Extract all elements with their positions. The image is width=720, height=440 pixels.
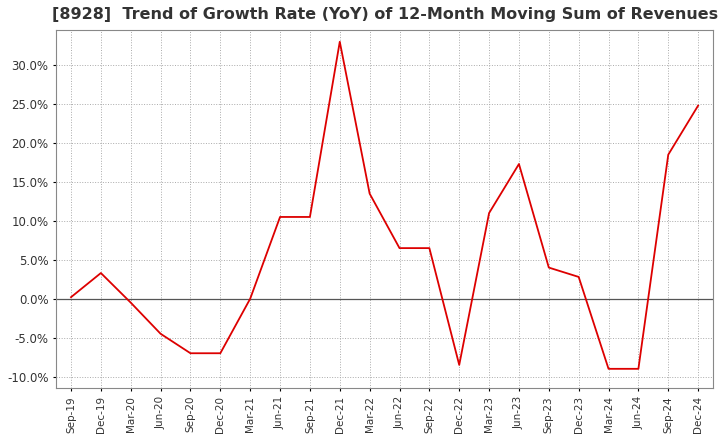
Title: [8928]  Trend of Growth Rate (YoY) of 12-Month Moving Sum of Revenues: [8928] Trend of Growth Rate (YoY) of 12-… [52, 7, 718, 22]
